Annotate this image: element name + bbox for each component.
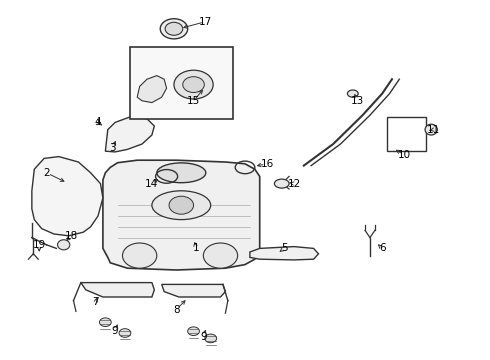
Bar (387, 117, 426, 151)
Text: 18: 18 (64, 231, 78, 241)
Text: 5: 5 (281, 243, 288, 253)
Text: 8: 8 (173, 305, 180, 315)
PathPatch shape (250, 247, 318, 260)
Circle shape (99, 318, 111, 327)
Text: 11: 11 (427, 125, 441, 135)
Text: 6: 6 (379, 243, 386, 253)
Circle shape (205, 334, 217, 343)
Circle shape (188, 327, 199, 336)
Circle shape (174, 70, 213, 99)
Text: 19: 19 (32, 240, 46, 250)
PathPatch shape (81, 283, 154, 297)
PathPatch shape (105, 117, 154, 152)
Circle shape (122, 243, 157, 268)
Text: 9: 9 (112, 326, 119, 336)
Ellipse shape (274, 179, 289, 188)
Circle shape (119, 329, 131, 337)
PathPatch shape (137, 76, 167, 103)
Circle shape (169, 196, 194, 214)
Ellipse shape (157, 163, 206, 183)
Text: 14: 14 (145, 179, 159, 189)
Text: 3: 3 (109, 143, 116, 153)
PathPatch shape (103, 160, 260, 270)
Text: 17: 17 (199, 17, 213, 27)
Ellipse shape (152, 191, 211, 220)
Text: 10: 10 (398, 150, 411, 160)
Text: 2: 2 (43, 168, 50, 178)
Text: 12: 12 (287, 179, 301, 189)
Text: 13: 13 (351, 96, 365, 106)
Circle shape (203, 243, 238, 268)
Circle shape (160, 19, 188, 39)
FancyBboxPatch shape (130, 47, 233, 119)
Circle shape (165, 22, 183, 35)
PathPatch shape (32, 157, 103, 236)
Circle shape (183, 77, 204, 93)
Text: 7: 7 (92, 297, 99, 307)
PathPatch shape (162, 284, 225, 297)
Ellipse shape (58, 240, 70, 250)
Text: 9: 9 (200, 332, 207, 342)
Text: 1: 1 (193, 243, 199, 253)
Ellipse shape (347, 90, 358, 97)
Text: 4: 4 (95, 117, 101, 127)
Text: 16: 16 (260, 159, 274, 169)
Text: 15: 15 (187, 96, 200, 106)
Ellipse shape (425, 124, 437, 135)
